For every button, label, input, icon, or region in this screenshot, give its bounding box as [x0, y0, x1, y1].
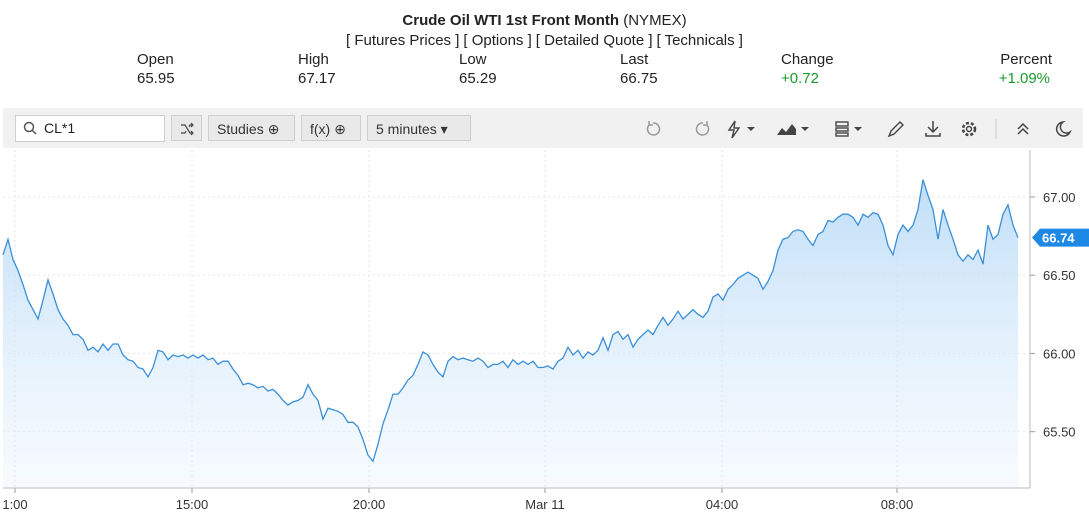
redo-icon[interactable]: [695, 121, 710, 136]
shuffle-icon: [181, 122, 194, 136]
download-icon[interactable]: [925, 121, 941, 137]
studies-button[interactable]: Studies ⊕: [208, 115, 295, 141]
y-tick-label: 65.50: [1043, 425, 1076, 440]
x-tick-label: 1:00: [2, 497, 27, 512]
search-icon: [23, 121, 37, 135]
toolbar-icons: [646, 119, 1072, 139]
title: Crude Oil WTI 1st Front Month (NYMEX): [0, 12, 1089, 29]
quote-value: +1.09%: [998, 70, 1050, 87]
quote-value: 65.95: [137, 70, 175, 87]
x-tick-label: 15:00: [176, 497, 209, 512]
quote-value: +0.72: [781, 70, 819, 87]
undo-icon[interactable]: [646, 121, 661, 136]
interval-label: 5 minutes: [376, 121, 437, 137]
instrument-name: Crude Oil WTI 1st Front Month: [402, 12, 620, 29]
y-tick-label: 66.50: [1043, 268, 1076, 283]
link[interactable]: [ Technicals ]: [656, 32, 743, 49]
quote-label: High: [298, 51, 329, 68]
link[interactable]: [ Futures Prices ]: [346, 32, 460, 49]
x-tick-label: 08:00: [881, 497, 914, 512]
quote-label: Last: [620, 51, 649, 68]
chart-type-icon[interactable]: [777, 124, 809, 135]
layout-icon[interactable]: [835, 121, 862, 137]
price-line: [2, 179, 1019, 463]
area-fill: [3, 179, 1018, 488]
compare-button[interactable]: [171, 115, 202, 141]
x-tick-label: 04:00: [706, 497, 739, 512]
y-tick-label: 66.00: [1043, 346, 1076, 361]
quote-label: Low: [459, 51, 487, 68]
last-price-label: 66.74: [1042, 231, 1075, 246]
x-tick-label: Mar 11: [525, 497, 565, 512]
exchange: (NYMEX): [623, 12, 687, 29]
quote-label: Percent: [1000, 51, 1052, 68]
fx-label: f(x): [310, 121, 331, 137]
interval-button[interactable]: 5 minutes ▾: [367, 115, 471, 141]
y-tick-label: 67.00: [1043, 190, 1076, 205]
settings-icon[interactable]: [961, 121, 977, 137]
quote-value: 67.17: [298, 70, 336, 87]
last-price-tag: [1032, 228, 1089, 247]
quote-label: Change: [781, 51, 834, 68]
fx-button[interactable]: f(x) ⊕: [301, 115, 361, 141]
flash-icon[interactable]: [727, 120, 755, 139]
link[interactable]: [ Detailed Quote ]: [535, 32, 653, 49]
draw-icon[interactable]: [887, 121, 904, 138]
links: [ Futures Prices ][ Options ][ Detailed …: [0, 32, 1089, 49]
theme-icon[interactable]: [1055, 120, 1072, 137]
quote-value: 65.29: [459, 70, 497, 87]
symbol-input[interactable]: CL*1: [15, 115, 165, 142]
link[interactable]: [ Options ]: [463, 32, 532, 49]
x-tick-label: 20:00: [353, 497, 386, 512]
quote-value: 66.75: [620, 70, 658, 87]
studies-label: Studies: [217, 121, 264, 137]
toolbar: CL*1 Studies ⊕ f(x) ⊕ 5 minutes ▾: [3, 108, 1083, 148]
collapse-icon[interactable]: [1017, 122, 1029, 135]
quote-label: Open: [137, 51, 174, 68]
